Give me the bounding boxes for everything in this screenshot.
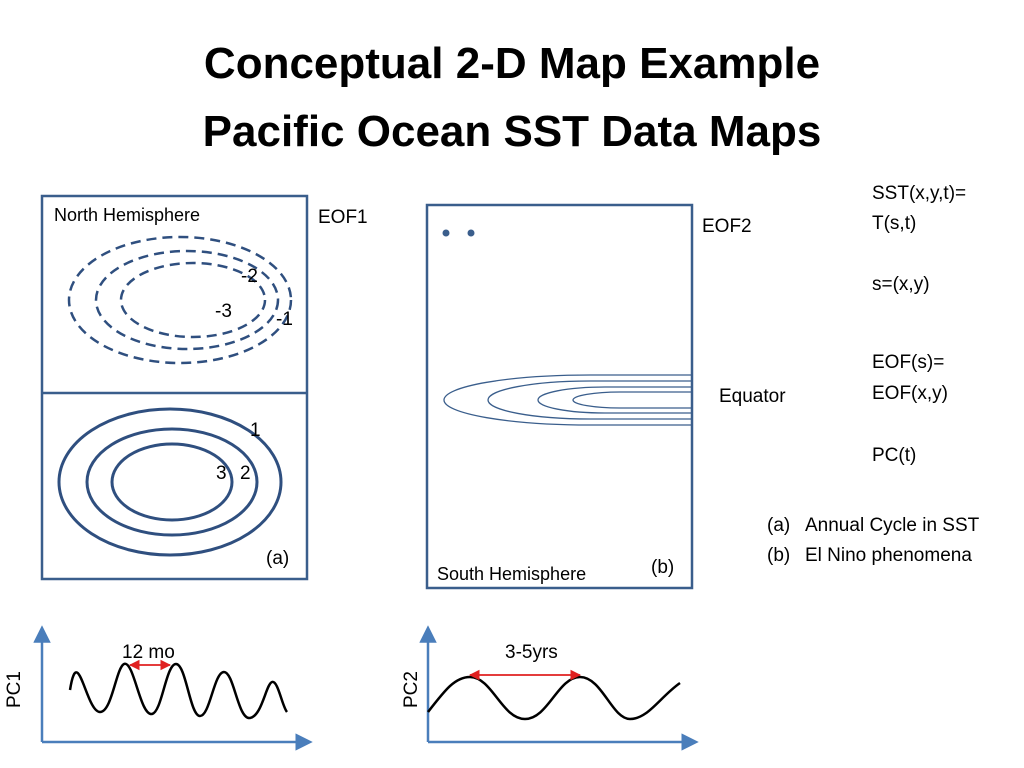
north-hemisphere-label: North Hemisphere: [54, 205, 201, 225]
pc2-period-label: 3-5yrs: [505, 642, 558, 663]
contour-label-neg2: -2: [241, 266, 258, 287]
contour-neg-2: [94, 249, 280, 351]
equator-contours: [443, 374, 692, 426]
contour-pos-2: [85, 427, 259, 537]
panel-a-frame: [40, 194, 309, 581]
legend-marker-b: (b): [767, 545, 791, 566]
formula-line2: T(s,t): [872, 213, 917, 234]
panel-a: [40, 194, 309, 581]
pc2-plot: [419, 625, 699, 751]
pc2-axis-label: PC2: [401, 671, 422, 708]
legend-text-b: El Nino phenomena: [805, 545, 972, 566]
south-hemisphere-label: South Hemisphere: [437, 564, 587, 584]
positive-contours: [57, 407, 283, 557]
panel-b-tag: (b): [651, 557, 675, 578]
equator-contour-1: [443, 374, 692, 426]
eof1-label: EOF1: [318, 207, 368, 228]
panel-b-frame: [425, 203, 694, 590]
formula-line1: SST(x,y,t)=: [872, 183, 967, 204]
pc1-axis-label: PC1: [4, 671, 25, 708]
eof2-label: EOF2: [702, 216, 752, 237]
equator-contour-2: [487, 380, 692, 420]
contour-neg-3: [119, 261, 267, 339]
contour-label-pos3: 3: [216, 463, 227, 484]
formula-line6: PC(t): [872, 445, 917, 466]
contour-pos-3: [110, 442, 234, 522]
dot-marker: [467, 229, 475, 237]
pc1-plot: [33, 625, 313, 751]
contour-label-neg1: -1: [276, 309, 293, 330]
negative-contours: [67, 235, 293, 365]
page-title-line2: Pacific Ocean SST Data Maps: [202, 107, 822, 156]
contour-label-neg3: -3: [215, 301, 232, 322]
formula-line4: EOF(s)=: [872, 352, 945, 373]
formula-line5: EOF(x,y): [872, 383, 948, 404]
panel-a-tag: (a): [266, 548, 290, 569]
equator-contour-3: [537, 386, 692, 414]
legend-text-a: Annual Cycle in SST: [805, 515, 980, 536]
contour-pos-1: [57, 407, 283, 557]
contour-label-pos2: 2: [240, 463, 251, 484]
contour-neg-1: [67, 235, 293, 365]
panel-b: [425, 203, 694, 590]
pc1-curve: [68, 662, 289, 720]
page-title-line1: Conceptual 2-D Map Example: [203, 39, 821, 88]
dot-marker: [442, 229, 450, 237]
pc1-period-label: 12 mo: [122, 642, 175, 663]
pc2-curve: [427, 675, 681, 721]
contour-label-pos1: 1: [250, 420, 261, 441]
equator-label: Equator: [719, 386, 786, 407]
formula-line3: s=(x,y): [872, 274, 930, 295]
legend-marker-a: (a): [767, 515, 791, 536]
equator-contour-4: [572, 391, 692, 409]
